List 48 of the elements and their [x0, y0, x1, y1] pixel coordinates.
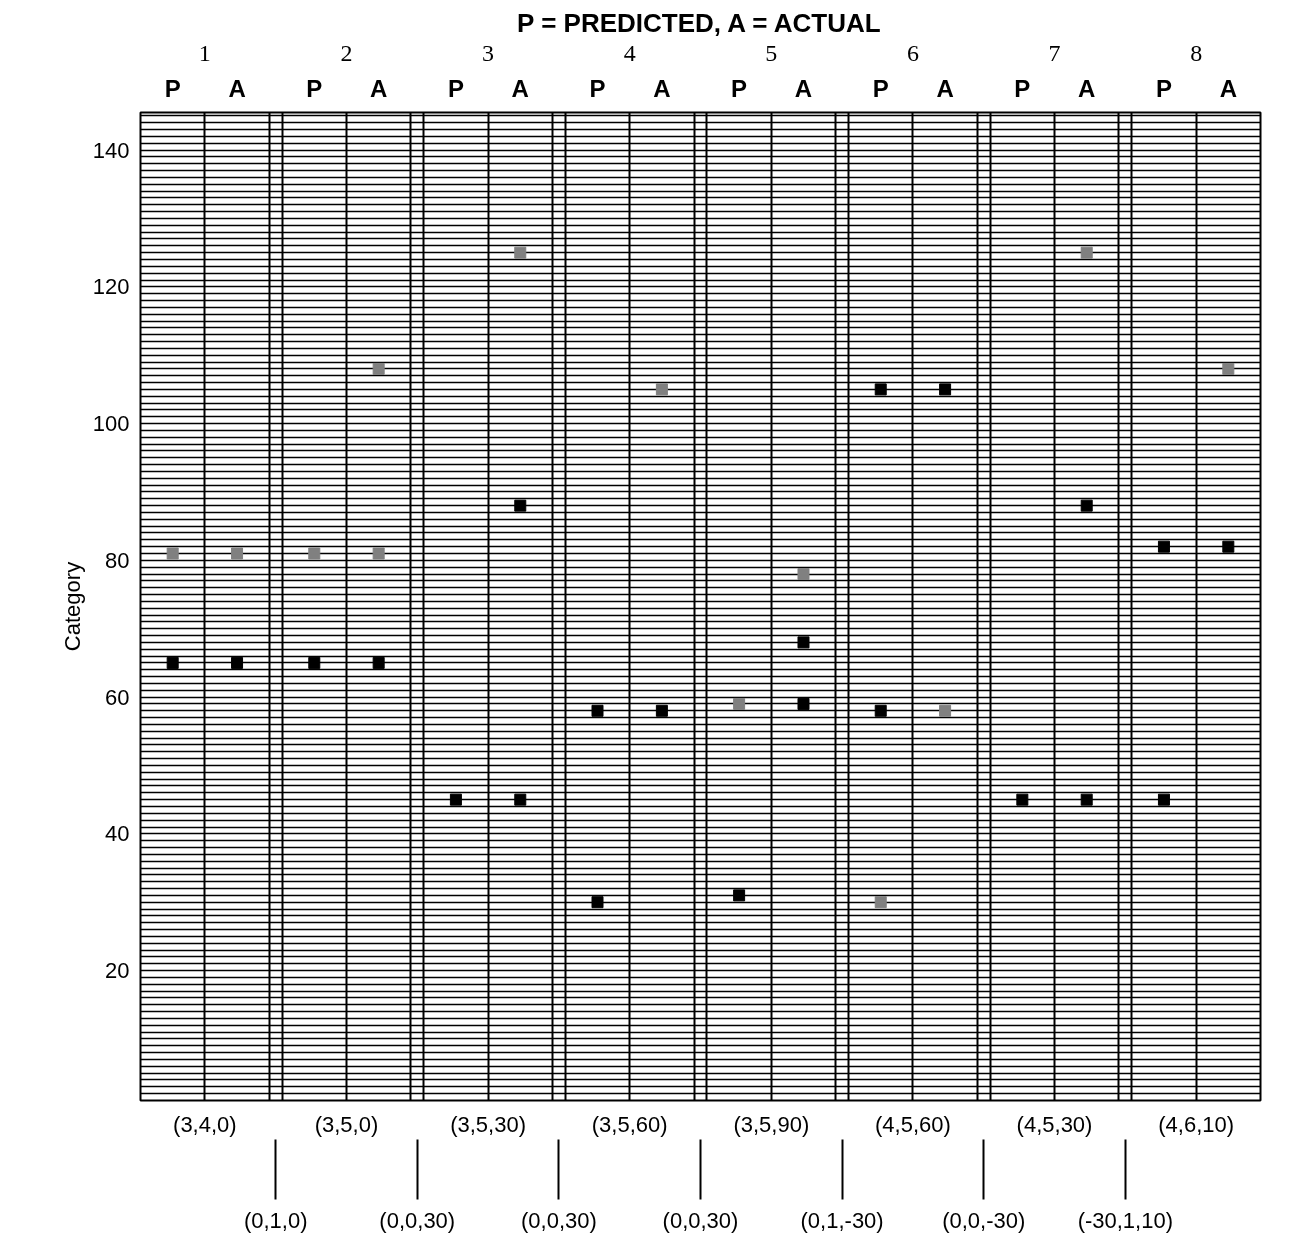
- text: (3,5,60): [591, 1111, 668, 1137]
- text: (0,0,30): [379, 1207, 456, 1233]
- x-tick-label: P: [164, 74, 181, 102]
- chart-title: P = PREDICTED, A = ACTUAL: [517, 7, 881, 38]
- text: 6: [906, 39, 919, 66]
- text: (-30,1,10): [1077, 1207, 1174, 1233]
- x-tick-label: A: [936, 74, 954, 102]
- text: (4,5,60): [875, 1111, 951, 1137]
- text: 1: [198, 39, 211, 66]
- text: 5: [765, 39, 778, 66]
- text: (4,5,30): [1016, 1111, 1093, 1137]
- text: (3,5,30): [450, 1111, 527, 1137]
- y-tick-label: 120: [92, 274, 130, 300]
- x-tick-label: P: [872, 74, 889, 102]
- y-tick-label: 40: [105, 821, 130, 847]
- y-tick-label: 80: [105, 547, 130, 573]
- text: 4: [623, 39, 636, 66]
- text: (0,0,-30): [942, 1207, 1026, 1233]
- text: (4,6,10): [1158, 1111, 1235, 1137]
- x-tick-label: P: [447, 74, 464, 102]
- text: (3,5,90): [733, 1111, 810, 1137]
- x-tick-label: A: [369, 74, 388, 102]
- text: (0,1,-30): [800, 1207, 884, 1233]
- text: (0,0,30): [520, 1207, 597, 1233]
- text: 8: [1190, 39, 1203, 66]
- text: 2: [340, 39, 353, 66]
- x-tick-label: P: [1014, 74, 1031, 102]
- x-tick-label: A: [228, 74, 246, 102]
- x-tick-label: P: [306, 74, 323, 102]
- x-tick-label: A: [1078, 74, 1096, 102]
- y-axis-title: Category: [59, 561, 85, 652]
- text: (3,4,0): [173, 1111, 237, 1137]
- x-tick-label: A: [653, 74, 671, 102]
- x-tick-label: A: [1219, 74, 1237, 102]
- y-tick-label: 100: [92, 411, 130, 437]
- y-tick-label: 140: [92, 137, 130, 163]
- text: 7: [1048, 39, 1061, 66]
- y-tick-label: 20: [105, 958, 130, 984]
- y-tick-label: 60: [105, 684, 130, 710]
- x-tick-label: P: [589, 74, 606, 102]
- text: (3,5,0): [314, 1111, 379, 1137]
- text: (0,1,0): [243, 1207, 308, 1233]
- x-tick-label: A: [794, 74, 813, 102]
- text: (0,0,30): [662, 1207, 739, 1233]
- text: 3: [482, 39, 495, 66]
- x-tick-label: P: [1155, 74, 1172, 102]
- x-tick-label: P: [731, 74, 748, 102]
- x-tick-label: A: [511, 74, 529, 102]
